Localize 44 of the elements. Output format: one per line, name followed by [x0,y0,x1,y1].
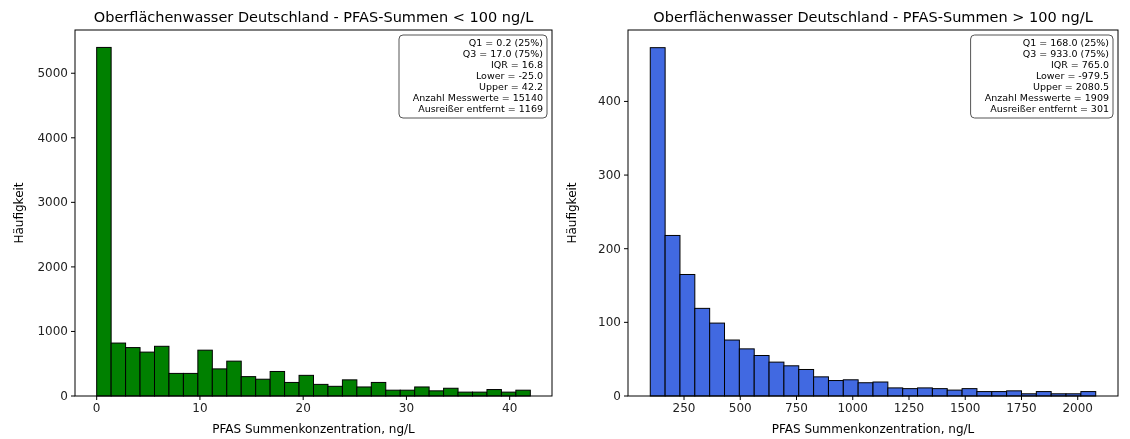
y-tick-label: 5000 [37,66,68,81]
annotation: Ausreißer entfernt = 301 [990,103,1109,114]
annotation: Lower = -979.5 [1035,70,1109,81]
x-tick-label: 250 [672,401,696,415]
x-tick-label: 1000 [837,401,869,415]
x-tick-label: 10 [192,401,208,415]
x-tick-label: 0 [92,401,101,415]
y-tick-label: 3000 [37,195,68,210]
annotation: IQR = 765.0 [1050,59,1109,70]
annotation: Q1 = 168.0 (25%) [1022,37,1109,48]
x-tick-label: 1250 [893,401,925,415]
annotation: Lower = -25.0 [475,70,543,81]
chart-title: Oberflächenwasser Deutschland - PFAS-Summen < 100 ng/L [93,9,534,25]
annotation: Ausreißer entfernt = 1169 [418,103,543,114]
y-tick-label: 100 [598,315,621,330]
x-tick-label: 1500 [949,401,981,415]
y-axis-title: Häufigkeit [12,182,26,244]
y-tick-label: 400 [598,94,621,109]
y-tick-label: 200 [598,241,621,256]
annotation: Upper = 42.2 [479,81,543,92]
x-tick-label: 40 [502,401,518,415]
chart-title: Oberflächenwasser Deutschland - PFAS-Summen > 100 ng/L [653,9,1093,25]
x-axis-title: PFAS Summenkonzentration, ng/L [771,422,975,436]
y-tick-label: 0 [60,389,68,403]
y-tick-label: 1000 [37,324,68,339]
x-tick-label: 750 [785,401,808,415]
y-tick-label: 300 [598,168,621,183]
annotation: Q3 = 17.0 (75%) [462,48,543,59]
y-tick-label: 0 [613,389,621,403]
x-tick-label: 30 [398,401,415,415]
x-tick-label: 2000 [1062,401,1093,415]
y-tick-label: 4000 [37,130,68,145]
x-tick-label: 20 [295,401,311,415]
annotation: IQR = 16.8 [490,59,543,70]
annotation: Anzahl Messwerte = 1909 [984,92,1109,103]
x-tick-label: 1750 [1006,401,1037,415]
annotation: Q3 = 933.0 (75%) [1022,48,1109,59]
x-tick-label: 500 [728,401,752,415]
annotation: Anzahl Messwerte = 15140 [412,92,543,103]
annotation: Upper = 2080.5 [1032,81,1109,92]
annotation: Q1 = 0.2 (25%) [468,37,543,48]
x-axis-title: PFAS Summenkonzentration, ng/L [212,422,416,436]
y-axis-title: Häufigkeit [565,182,579,244]
y-tick-label: 2000 [37,259,68,274]
